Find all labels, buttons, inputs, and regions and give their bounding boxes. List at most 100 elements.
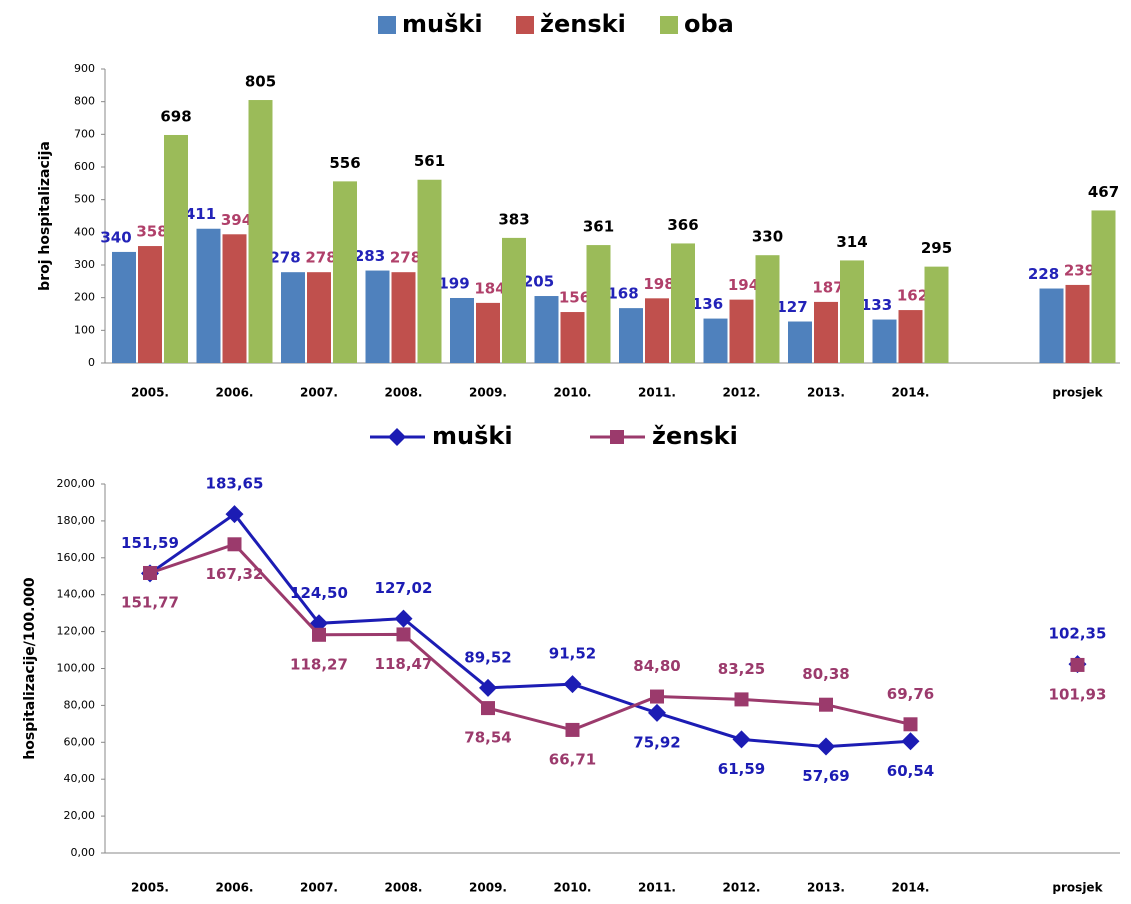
legend-swatch — [516, 16, 534, 34]
y-tick-label: 120,00 — [57, 625, 96, 638]
x-tick-label: prosjek — [1052, 386, 1103, 400]
data-label: 151,59 — [121, 534, 179, 552]
y-tick-label: 140,00 — [57, 588, 96, 601]
data-label: 162 — [897, 287, 928, 305]
bar — [1065, 284, 1090, 363]
legend-label: oba — [684, 10, 734, 38]
marker — [734, 692, 749, 707]
marker — [481, 701, 495, 716]
data-label: 805 — [245, 73, 276, 91]
data-label: 84,80 — [633, 657, 680, 675]
legend-swatch — [378, 16, 396, 34]
bar — [534, 296, 559, 363]
legend-swatch — [660, 16, 678, 34]
data-label: 168 — [607, 285, 638, 303]
data-label: 278 — [305, 249, 336, 267]
bar — [164, 134, 188, 363]
data-label: 183,65 — [206, 475, 264, 493]
x-tick-label: 2005. — [131, 881, 169, 895]
data-label: 383 — [498, 210, 529, 228]
data-label: 394 — [221, 211, 252, 229]
bar — [391, 272, 416, 363]
data-label: 91,52 — [549, 645, 596, 663]
marker — [563, 675, 582, 694]
y-axis-label: broj hospitalizacija — [37, 141, 53, 291]
bar — [645, 298, 669, 363]
data-label: 80,38 — [802, 665, 849, 683]
marker — [227, 537, 242, 552]
data-label: 194 — [728, 276, 759, 294]
bar — [281, 272, 305, 363]
bar — [365, 270, 390, 363]
data-label: 118,47 — [375, 655, 433, 673]
x-tick-label: 2010. — [554, 881, 592, 895]
data-label: 57,69 — [802, 767, 849, 785]
marker — [143, 565, 157, 580]
data-label: 124,50 — [290, 584, 348, 602]
y-tick-label: 700 — [74, 127, 95, 140]
bar — [840, 260, 864, 363]
x-tick-label: 2011. — [638, 386, 676, 400]
y-tick-label: 200 — [74, 291, 95, 304]
x-tick-label: prosjek — [1052, 881, 1103, 895]
x-tick-label: 2008. — [385, 386, 423, 400]
x-tick-label: 2013. — [807, 386, 845, 400]
legend-label: ženski — [540, 10, 626, 38]
data-label: 101,93 — [1049, 685, 1107, 703]
bar — [755, 255, 780, 363]
y-tick-label: 900 — [74, 62, 95, 75]
bar — [476, 302, 500, 363]
data-label: 127 — [776, 298, 807, 316]
marker — [312, 627, 326, 642]
data-label: 60,54 — [887, 762, 934, 780]
data-label: 411 — [185, 205, 216, 223]
data-label: 358 — [136, 223, 167, 241]
data-label: 66,71 — [549, 750, 596, 768]
legend-label: ženski — [652, 422, 738, 450]
bar — [788, 321, 812, 363]
y-tick-label: 100 — [74, 323, 95, 336]
x-tick-label: 2009. — [469, 386, 507, 400]
marker — [819, 697, 833, 712]
y-tick-label: 800 — [74, 95, 95, 108]
y-tick-label: 40,00 — [64, 772, 96, 785]
bar — [560, 312, 585, 363]
bar — [138, 246, 162, 363]
y-tick-label: 300 — [74, 258, 95, 271]
legend-label: muški — [402, 10, 483, 38]
x-tick-label: 2006. — [216, 386, 254, 400]
data-label: 61,59 — [718, 760, 765, 778]
x-tick-label: 2005. — [131, 386, 169, 400]
marker — [903, 717, 918, 732]
y-tick-label: 200,00 — [57, 477, 96, 490]
data-label: 467 — [1088, 183, 1119, 201]
marker — [1070, 657, 1085, 672]
line — [150, 514, 1078, 746]
y-tick-label: 60,00 — [64, 735, 96, 748]
marker — [394, 609, 413, 628]
data-label: 89,52 — [464, 648, 511, 666]
bar — [112, 251, 136, 363]
x-tick-label: 2006. — [216, 881, 254, 895]
bar — [924, 266, 949, 363]
bar — [814, 301, 838, 363]
data-label: 330 — [752, 228, 783, 246]
y-tick-label: 500 — [74, 193, 95, 206]
x-tick-label: 2007. — [300, 386, 338, 400]
x-tick-label: 2013. — [807, 881, 845, 895]
data-label: 102,35 — [1049, 625, 1107, 643]
marker — [610, 430, 624, 444]
data-label: 366 — [667, 216, 698, 234]
data-label: 156 — [559, 289, 590, 307]
bar — [450, 297, 474, 363]
marker — [479, 678, 497, 697]
marker — [732, 730, 751, 749]
bar — [502, 237, 526, 363]
x-tick-label: 2012. — [723, 386, 761, 400]
data-label: 187 — [812, 278, 843, 296]
data-label: 278 — [269, 249, 300, 267]
x-tick-label: 2012. — [723, 881, 761, 895]
y-tick-label: 0,00 — [71, 846, 96, 859]
y-tick-label: 160,00 — [57, 551, 96, 564]
